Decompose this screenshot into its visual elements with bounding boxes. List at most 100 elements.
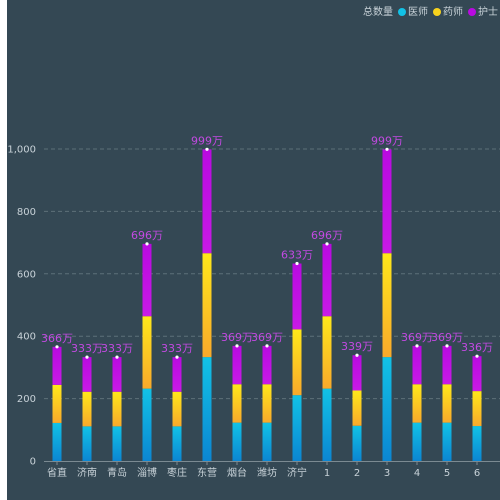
bar-segment[interactable]	[352, 390, 362, 426]
bar-top-marker	[205, 147, 209, 151]
bar-top-marker	[55, 345, 59, 349]
data-label: 333万	[101, 342, 133, 355]
bar-segment[interactable]	[262, 422, 272, 461]
y-tick-label: 0	[30, 457, 36, 468]
legend-item-doctor[interactable]: 医师	[396, 3, 428, 18]
legend-label-nurse: 护士	[478, 7, 498, 18]
bar-segment[interactable]	[352, 425, 362, 461]
bar-segment[interactable]	[82, 357, 92, 392]
bar-top-marker	[145, 242, 149, 246]
bar-segment[interactable]	[202, 357, 212, 461]
bar-segment[interactable]	[382, 253, 392, 358]
bar-top-marker	[115, 355, 119, 359]
bar-segment[interactable]	[412, 384, 422, 423]
legend-label-pharmacist: 药师	[443, 7, 463, 18]
bar-segment[interactable]	[52, 384, 62, 423]
bar-segment[interactable]	[112, 426, 122, 461]
bar-segment[interactable]	[352, 355, 362, 391]
x-tick-label: 省直	[47, 466, 67, 479]
data-label: 333万	[71, 342, 103, 355]
bar-segment[interactable]	[172, 357, 182, 392]
data-label: 999万	[371, 134, 403, 147]
x-tick-label: 1	[324, 468, 330, 479]
bar-top-marker	[325, 242, 329, 246]
bar-segment[interactable]	[472, 356, 482, 392]
data-label: 696万	[311, 229, 343, 242]
bar-segment[interactable]	[442, 384, 452, 423]
legend-marker-pharmacist	[433, 8, 441, 16]
data-label: 369万	[221, 331, 253, 344]
bar-segment[interactable]	[412, 422, 422, 461]
x-tick-label: 潍坊	[257, 466, 277, 479]
bar-top-marker	[475, 354, 479, 358]
bar-segment[interactable]	[172, 391, 182, 427]
legend-title: 总数量	[363, 7, 393, 18]
data-label: 339万	[341, 340, 373, 353]
data-label: 369万	[431, 331, 463, 344]
bar-segment[interactable]	[82, 391, 92, 427]
bar-segment[interactable]	[202, 149, 212, 254]
data-label: 366万	[41, 332, 73, 345]
bar-segment[interactable]	[82, 426, 92, 461]
legend-item-pharmacist[interactable]: 药师	[431, 3, 463, 18]
x-tick-label: 济宁	[287, 466, 307, 479]
bar-segment[interactable]	[442, 422, 452, 461]
x-tick-label: 青岛	[107, 466, 127, 479]
data-label: 333万	[161, 342, 193, 355]
bar-top-marker	[355, 353, 359, 357]
bar-segment[interactable]	[322, 316, 332, 389]
bar-top-marker	[85, 355, 89, 359]
x-tick-label: 东营	[197, 466, 217, 479]
bar-segment[interactable]	[262, 384, 272, 423]
bar-segment[interactable]	[52, 422, 62, 461]
bar-top-marker	[175, 355, 179, 359]
bar-segment[interactable]	[322, 243, 332, 317]
x-tick-label: 枣庄	[167, 466, 187, 479]
bar-segment[interactable]	[112, 391, 122, 427]
bar-segment[interactable]	[472, 426, 482, 461]
bar-segment[interactable]	[292, 263, 302, 330]
bar-segment[interactable]	[442, 345, 452, 385]
bar-segment[interactable]	[292, 329, 302, 396]
bar-segment[interactable]	[322, 388, 332, 461]
bar-segment[interactable]	[232, 345, 242, 385]
bar-segment[interactable]	[382, 357, 392, 461]
bar-segment[interactable]	[172, 426, 182, 461]
bar-segment[interactable]	[52, 346, 62, 385]
x-tick-label: 2	[354, 468, 360, 479]
chart-panel: 总数量 医师 药师 护士 0 200 400 600 800 1,000 366万 省直 333万 济南…	[7, 0, 500, 500]
data-label: 999万	[191, 134, 223, 147]
bar-segment[interactable]	[202, 253, 212, 358]
x-tick-label: 济南	[77, 466, 97, 479]
bar-segment[interactable]	[232, 422, 242, 461]
bar-segment[interactable]	[382, 149, 392, 254]
y-tick-label: 600	[17, 269, 36, 280]
bar-top-marker	[415, 344, 419, 348]
bar-top-marker	[235, 344, 239, 348]
x-tick-label: 5	[444, 468, 450, 479]
x-tick-label: 淄博	[137, 466, 157, 479]
bar-segment[interactable]	[262, 345, 272, 385]
data-label: 696万	[131, 229, 163, 242]
bar-segment[interactable]	[472, 391, 482, 427]
bar-segment[interactable]	[412, 345, 422, 385]
bar-segment[interactable]	[142, 243, 152, 317]
bar-segment[interactable]	[112, 357, 122, 392]
legend-item-nurse[interactable]: 护士	[466, 3, 498, 18]
data-label: 633万	[281, 249, 313, 262]
bar-segment[interactable]	[142, 388, 152, 461]
bar-segment[interactable]	[142, 316, 152, 389]
bar-segment[interactable]	[232, 384, 242, 423]
legend-marker-doctor	[398, 8, 406, 16]
bar-top-marker	[445, 344, 449, 348]
data-label: 369万	[251, 331, 283, 344]
bar-top-marker	[295, 261, 299, 266]
legend-label-doctor: 医师	[408, 7, 428, 18]
x-tick-label: 烟台	[227, 466, 247, 479]
y-tick-label: 200	[17, 394, 36, 405]
x-tick-label: 6	[474, 468, 480, 479]
x-tick-label: 3	[384, 468, 390, 479]
bar-segment[interactable]	[292, 395, 302, 461]
y-tick-label: 400	[17, 332, 36, 343]
